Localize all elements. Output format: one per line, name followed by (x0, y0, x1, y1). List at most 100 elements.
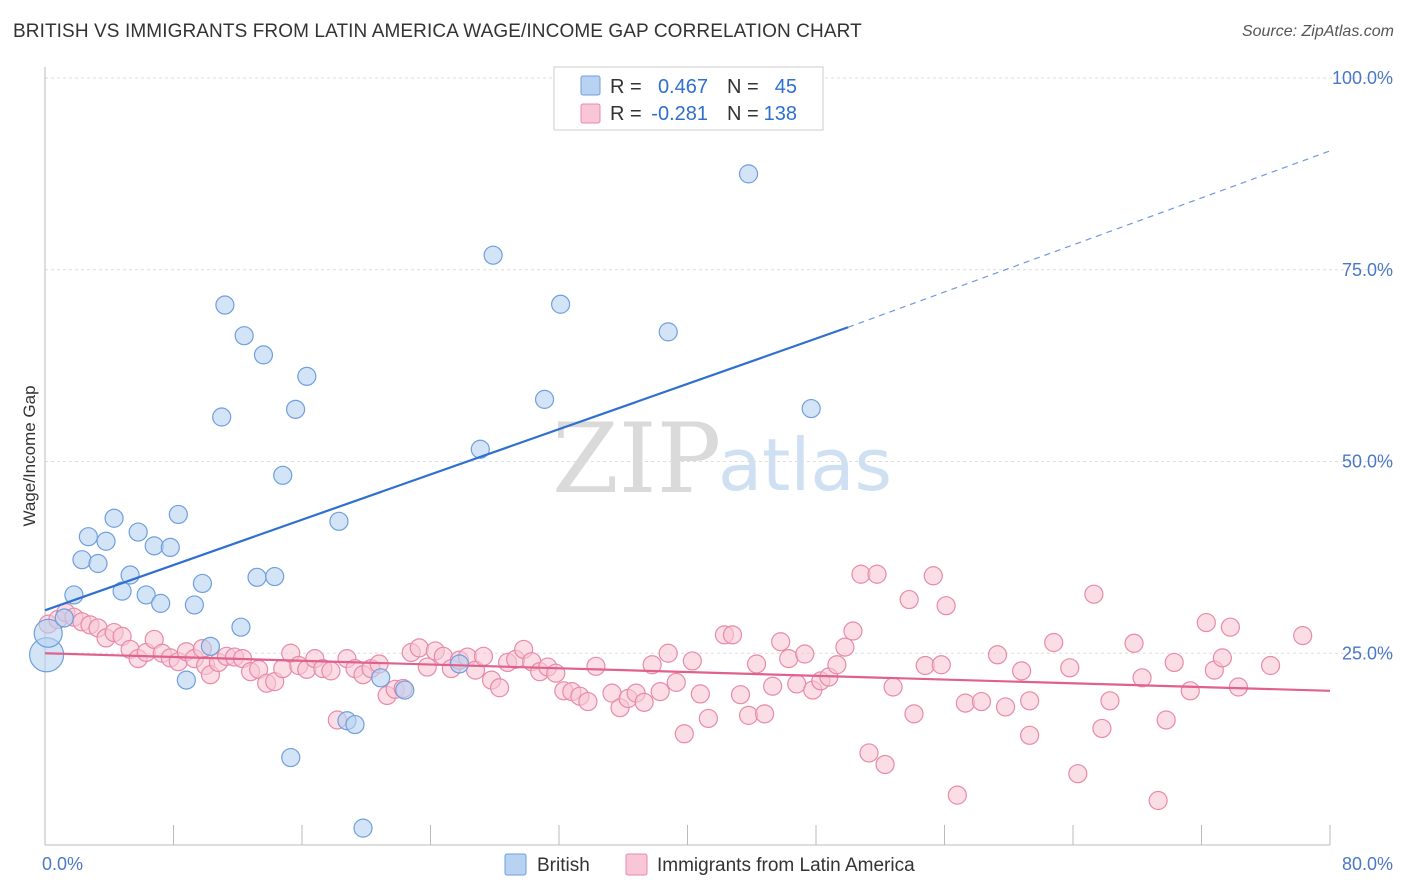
y-tick-label-1: 50.0% (1342, 452, 1393, 472)
latin-point-131 (1196, 612, 1216, 633)
latin-point-125 (1124, 633, 1144, 653)
gridlines (45, 77, 1395, 654)
legend-n-label-british: N = (727, 76, 759, 98)
british-point-12 (136, 585, 156, 605)
series-legend-swatch-latin (625, 853, 648, 876)
latin-point-93 (795, 644, 815, 664)
british-point-2 (54, 608, 74, 628)
latin-point-134 (1220, 617, 1241, 637)
british-point-34 (345, 714, 365, 735)
latin-point-137 (1293, 626, 1313, 646)
latin-trend-line (44, 652, 1331, 692)
y-axis-label: Wage/Income Gap (20, 385, 39, 526)
x-tick-label-0: 0.0% (42, 854, 83, 874)
british-point-14 (151, 593, 171, 613)
latin-point-76 (650, 681, 670, 702)
latin-point-68 (578, 691, 598, 712)
y-tick-label-3: 100.0% (1332, 68, 1393, 88)
chart-source: Source: ZipAtlas.com (1241, 23, 1394, 40)
latin-point-88 (754, 704, 775, 724)
latin-point-79 (674, 724, 694, 744)
british-point-6 (88, 553, 108, 574)
british-point-44 (738, 164, 759, 184)
latin-point-102 (867, 564, 887, 584)
latin-point-99 (843, 621, 863, 641)
trend-lines (44, 150, 1331, 692)
series-legend-latin: Immigrants from Latin America (657, 855, 915, 876)
latin-point-36 (321, 661, 341, 681)
latin-point-111 (947, 785, 967, 805)
latin-point-124 (1100, 691, 1120, 711)
latin-point-112 (955, 693, 975, 713)
latin-point-130 (1180, 681, 1200, 701)
watermark-zip: ZIP (552, 403, 721, 515)
british-point-27 (265, 566, 285, 587)
latin-point-110 (936, 596, 956, 616)
latin-point-97 (827, 655, 847, 675)
british-point-20 (200, 636, 221, 656)
legend-n-label-latin: N = (727, 103, 759, 125)
watermark-atlas: atlas (718, 423, 892, 507)
british-point-4 (72, 550, 92, 570)
british-point-38 (449, 654, 470, 674)
latin-point-122 (1084, 584, 1104, 604)
british-point-30 (285, 399, 306, 419)
latin-point-69 (586, 656, 606, 676)
british-point-1 (33, 618, 63, 648)
latin-point-106 (904, 704, 924, 724)
british-point-26 (253, 345, 274, 365)
british-points (29, 164, 821, 838)
british-point-37 (395, 680, 415, 700)
british-point-29 (281, 747, 301, 768)
series-legend: British Immigrants from Latin America (504, 853, 915, 876)
latin-point-80 (682, 651, 702, 671)
latin-point-109 (931, 655, 951, 675)
latin-point-105 (899, 589, 919, 610)
latin-point-47 (409, 638, 429, 658)
correlation-legend: R = 0.467 N = 45 R = -0.281 N = 138 (553, 66, 824, 131)
latin-point-55 (473, 646, 494, 666)
legend-swatch-latin (580, 103, 601, 124)
british-trend-line (44, 326, 849, 612)
latin-point-98 (835, 637, 855, 657)
british-point-31 (297, 366, 317, 386)
legend-r-value-latin: -0.281 (651, 103, 708, 125)
british-point-24 (234, 326, 254, 346)
latin-point-121 (1068, 764, 1088, 784)
british-point-18 (184, 595, 204, 615)
latin-point-78 (666, 672, 686, 692)
tick-labels: 25.0% 50.0% 75.0% 100.0% 0.0% 80.0% (42, 68, 1393, 874)
latin-point-133 (1212, 648, 1232, 668)
british-point-17 (176, 670, 196, 690)
latin-point-89 (763, 676, 783, 696)
latin-point-87 (746, 654, 767, 674)
british-point-8 (104, 508, 124, 528)
latin-point-119 (1044, 632, 1064, 653)
series-legend-swatch-british (504, 853, 527, 876)
latin-point-48 (417, 657, 437, 677)
latin-point-126 (1132, 668, 1152, 688)
latin-point-127 (1148, 790, 1168, 811)
x-tick-label-1: 80.0% (1342, 854, 1393, 874)
latin-point-75 (642, 655, 662, 675)
legend-n-value-latin: 138 (764, 103, 797, 125)
british-point-39 (470, 439, 490, 459)
latin-point-117 (1020, 725, 1040, 745)
series-legend-british: British (537, 855, 590, 876)
legend-r-value-british: 0.467 (658, 76, 708, 98)
latin-point-81 (690, 684, 710, 704)
latin-point-107 (915, 655, 935, 676)
british-point-5 (78, 527, 98, 547)
latin-point-118 (1020, 691, 1040, 711)
chart-title: BRITISH VS IMMIGRANTS FROM LATIN AMERICA… (13, 21, 862, 42)
british-point-16 (168, 504, 188, 525)
y-tick-label-0: 25.0% (1342, 643, 1393, 663)
british-point-42 (551, 294, 571, 314)
british-point-21 (212, 407, 232, 427)
british-point-7 (96, 531, 116, 551)
latin-point-123 (1092, 718, 1112, 739)
latin-point-92 (787, 674, 807, 694)
latin-point-100 (851, 564, 871, 584)
